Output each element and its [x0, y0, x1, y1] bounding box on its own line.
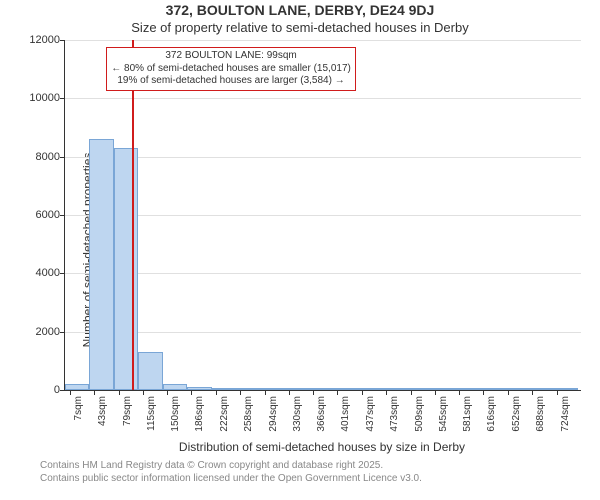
ytick-label: 0 [10, 384, 60, 396]
gridline [65, 157, 581, 158]
histogram-bar [505, 388, 529, 390]
annotation-line: 19% of semi-detached houses are larger (… [111, 75, 351, 88]
xtick-label: 509sqm [414, 396, 425, 432]
gridline [65, 215, 581, 216]
xtick-mark [508, 390, 509, 395]
annotation-line: ← 80% of semi-detached houses are smalle… [111, 63, 351, 76]
attribution-line-2: Contains public sector information licen… [40, 473, 580, 485]
xtick-mark [143, 390, 144, 395]
xtick-mark [313, 390, 314, 395]
xtick-mark [167, 390, 168, 395]
xtick-mark [119, 390, 120, 395]
xtick-label: 581sqm [462, 396, 473, 432]
xtick-mark [532, 390, 533, 395]
ytick-mark [60, 40, 65, 41]
histogram-bar [358, 388, 382, 390]
ytick-mark [60, 390, 65, 391]
histogram-bar [65, 384, 89, 390]
ytick-mark [60, 157, 65, 158]
xtick-label: 545sqm [438, 396, 449, 432]
xtick-label: 401sqm [340, 396, 351, 432]
plot-area: 372 BOULTON LANE: 99sqm← 80% of semi-det… [64, 40, 581, 391]
xtick-mark [362, 390, 363, 395]
xtick-mark [435, 390, 436, 395]
chart-subtitle: Size of property relative to semi-detach… [0, 20, 600, 35]
xtick-mark [265, 390, 266, 395]
histogram-bar [456, 388, 480, 390]
histogram-bar [261, 388, 285, 390]
histogram-bar [285, 388, 309, 390]
ytick-label: 4000 [10, 267, 60, 279]
xtick-mark [240, 390, 241, 395]
ytick-label: 8000 [10, 151, 60, 163]
xtick-label: 43sqm [97, 396, 108, 426]
xtick-mark [483, 390, 484, 395]
ytick-label: 2000 [10, 326, 60, 338]
xtick-label: 222sqm [219, 396, 230, 432]
histogram-bar [554, 388, 578, 390]
xtick-mark [216, 390, 217, 395]
xtick-mark [386, 390, 387, 395]
xtick-mark [289, 390, 290, 395]
ytick-mark [60, 332, 65, 333]
marker-line [132, 40, 134, 390]
xtick-label: 652sqm [511, 396, 522, 432]
xtick-mark [191, 390, 192, 395]
histogram-bar [138, 352, 162, 390]
gridline [65, 98, 581, 99]
gridline [65, 273, 581, 274]
chart-container: 372, BOULTON LANE, DERBY, DE24 9DJ Size … [0, 0, 600, 500]
xtick-label: 330sqm [292, 396, 303, 432]
ytick-mark [60, 98, 65, 99]
xtick-label: 186sqm [194, 396, 205, 432]
annotation-line: 372 BOULTON LANE: 99sqm [111, 50, 351, 63]
xtick-label: 294sqm [268, 396, 279, 432]
histogram-bar [334, 388, 358, 390]
xtick-mark [94, 390, 95, 395]
xtick-label: 79sqm [122, 396, 133, 426]
histogram-bar [114, 148, 138, 390]
annotation-box: 372 BOULTON LANE: 99sqm← 80% of semi-det… [106, 47, 356, 91]
histogram-bar [187, 387, 211, 391]
xtick-label: 616sqm [486, 396, 497, 432]
gridline [65, 332, 581, 333]
xtick-mark [557, 390, 558, 395]
chart-title: 372, BOULTON LANE, DERBY, DE24 9DJ [0, 2, 600, 18]
histogram-bar [407, 388, 431, 390]
xtick-mark [459, 390, 460, 395]
xtick-mark [70, 390, 71, 395]
ytick-label: 6000 [10, 209, 60, 221]
attribution-line-1: Contains HM Land Registry data © Crown c… [40, 460, 580, 472]
ytick-mark [60, 215, 65, 216]
histogram-bar [432, 388, 456, 390]
histogram-bar [212, 388, 236, 390]
xtick-label: 437sqm [365, 396, 376, 432]
xtick-label: 258sqm [243, 396, 254, 432]
histogram-bar [89, 139, 113, 390]
xtick-label: 115sqm [146, 396, 157, 431]
xtick-label: 473sqm [389, 396, 400, 432]
histogram-bar [383, 388, 407, 390]
xtick-mark [337, 390, 338, 395]
histogram-bar [163, 384, 187, 390]
histogram-bar [309, 388, 333, 390]
x-axis-label: Distribution of semi-detached houses by … [64, 440, 580, 454]
histogram-bar [236, 388, 260, 390]
xtick-mark [411, 390, 412, 395]
xtick-label: 688sqm [535, 396, 546, 432]
ytick-label: 10000 [10, 92, 60, 104]
xtick-label: 7sqm [73, 396, 84, 420]
ytick-label: 12000 [10, 34, 60, 46]
ytick-mark [60, 273, 65, 274]
histogram-bar [481, 388, 505, 390]
histogram-bar [529, 388, 553, 390]
xtick-label: 366sqm [316, 396, 327, 432]
xtick-label: 724sqm [560, 396, 571, 432]
xtick-label: 150sqm [170, 396, 181, 432]
gridline [65, 40, 581, 41]
